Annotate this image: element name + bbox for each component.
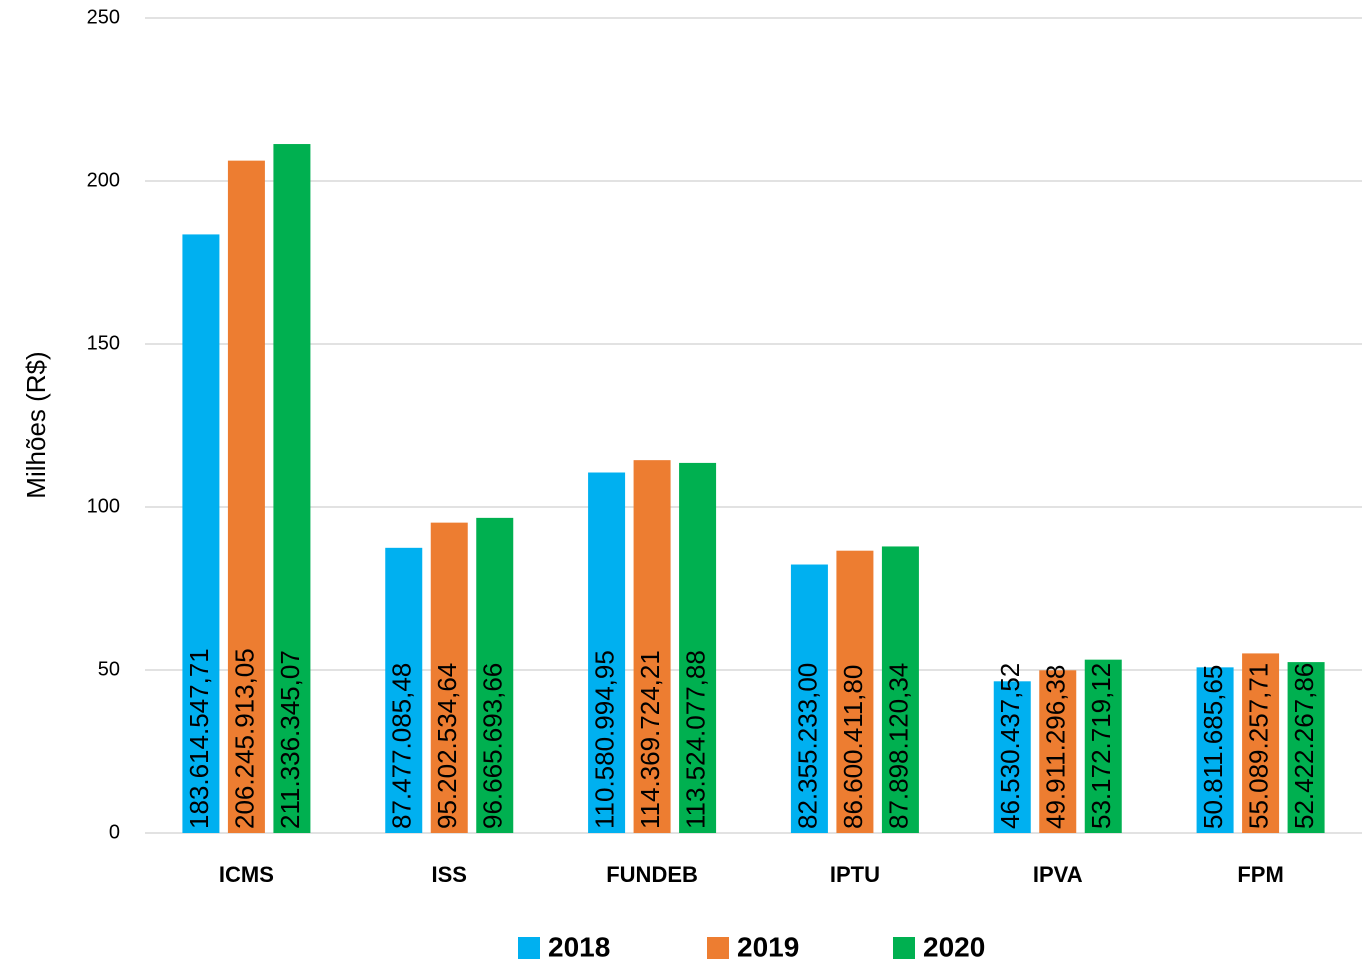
data-label: 96.665.693,66 bbox=[478, 663, 508, 829]
bar bbox=[679, 462, 717, 833]
data-label: 87.477.085,48 bbox=[387, 663, 417, 829]
x-tick-label: ICMS bbox=[219, 862, 274, 887]
x-tick-label: IPVA bbox=[1033, 862, 1083, 887]
legend-swatch bbox=[893, 937, 915, 959]
data-label: 206.245.913,05 bbox=[229, 648, 259, 829]
x-tick-label: ISS bbox=[432, 862, 467, 887]
y-tick-label: 100 bbox=[87, 495, 120, 517]
x-tick-label: FPM bbox=[1237, 862, 1283, 887]
y-tick-label: 50 bbox=[98, 658, 120, 680]
data-label: 95.202.534,64 bbox=[432, 663, 462, 829]
legend-swatch bbox=[707, 937, 729, 959]
legend-swatch bbox=[518, 937, 540, 959]
data-label: 82.355.233,00 bbox=[792, 663, 822, 829]
bar bbox=[227, 160, 265, 834]
bar bbox=[1084, 659, 1122, 833]
data-label: 53.172.719,12 bbox=[1086, 663, 1116, 829]
bar bbox=[182, 234, 220, 834]
bar bbox=[836, 550, 874, 833]
y-tick-label: 250 bbox=[87, 6, 120, 28]
bar bbox=[1196, 667, 1234, 833]
data-label: 110.580.994,95 bbox=[589, 650, 619, 829]
bar bbox=[1039, 670, 1077, 833]
bar bbox=[633, 460, 671, 833]
bar bbox=[1287, 662, 1325, 833]
bar bbox=[385, 547, 423, 833]
data-label: 50.811.685,65 bbox=[1198, 665, 1228, 829]
y-tick-label: 200 bbox=[87, 169, 120, 191]
bar bbox=[430, 522, 468, 833]
bar bbox=[1242, 653, 1280, 833]
data-label: 49.911.296,38 bbox=[1041, 665, 1071, 829]
data-label: 86.600.411,80 bbox=[838, 665, 868, 829]
y-axis-label: Milhões (R$) bbox=[21, 351, 51, 498]
legend-label: 2019 bbox=[737, 931, 799, 962]
bar bbox=[588, 472, 626, 833]
data-label: 46.530.437,52 bbox=[995, 663, 1025, 829]
x-tick-label: IPTU bbox=[830, 862, 880, 887]
legend-label: 2020 bbox=[923, 931, 985, 962]
data-label: 52.422.267,86 bbox=[1289, 663, 1319, 829]
data-label: 87.898.120,34 bbox=[883, 663, 913, 829]
data-label: 55.089.257,71 bbox=[1243, 663, 1273, 829]
data-label: 114.369.724,21 bbox=[635, 650, 665, 829]
data-label: 211.336.345,07 bbox=[275, 650, 305, 829]
bar bbox=[476, 517, 514, 833]
bar bbox=[993, 681, 1031, 833]
bar bbox=[881, 546, 919, 833]
data-label: 113.524.077,88 bbox=[680, 650, 710, 829]
legend-label: 2018 bbox=[548, 931, 610, 962]
bar bbox=[273, 144, 311, 833]
y-tick-label: 150 bbox=[87, 332, 120, 354]
y-tick-label: 0 bbox=[109, 821, 120, 843]
data-label: 183.614.547,71 bbox=[184, 648, 214, 829]
bar bbox=[790, 564, 828, 833]
x-tick-label: FUNDEB bbox=[606, 862, 698, 887]
